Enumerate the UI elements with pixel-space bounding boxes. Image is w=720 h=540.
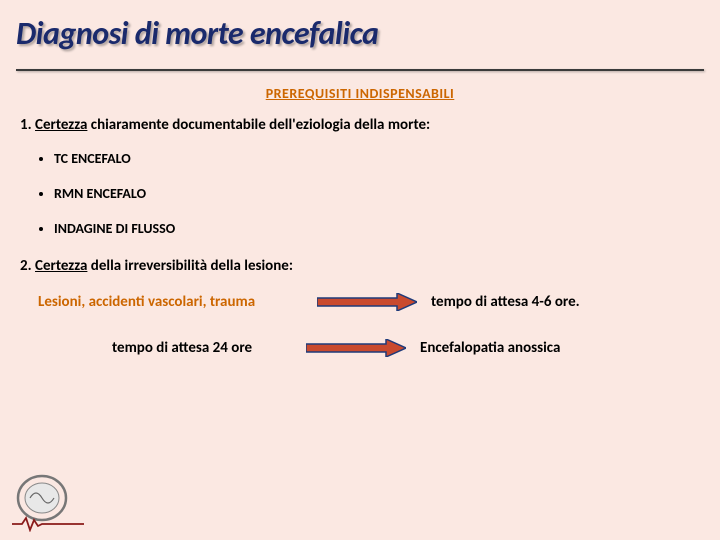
- bullet-list: TC ENCEFALO RMN ENCEFALO INDAGINE DI FLU…: [54, 150, 700, 237]
- row1-right: tempo di attesa 4-6 ore.: [431, 293, 580, 311]
- subtitle: PREREQUISITI INDISPENSABILI: [0, 85, 720, 102]
- bullet-item: INDAGINE DI FLUSSO: [54, 220, 700, 237]
- arrow-right-icon: [306, 339, 406, 357]
- row1-left: Lesioni, accidenti vascolari, trauma: [38, 293, 303, 311]
- row2-right: Encefalopatia anossica: [420, 339, 560, 357]
- page-title: Diagnosi di morte encefalica: [16, 14, 720, 53]
- relation-row-2: tempo di attesa 24 ore Encefalopatia ano…: [112, 339, 700, 357]
- title-bar: Diagnosi di morte encefalica: [0, 0, 720, 67]
- section-2-underlined: Certezza: [35, 257, 87, 275]
- section-1-heading: 1. Certezza chiaramente documentabile de…: [20, 116, 700, 134]
- relation-row-1: Lesioni, accidenti vascolari, trauma tem…: [38, 293, 700, 311]
- section-2-heading: 2. Certezza della irreversibilità della …: [20, 257, 700, 275]
- section-2-rest: della irreversibilità della lesione:: [87, 257, 293, 275]
- row2-left: tempo di attesa 24 ore: [112, 339, 292, 357]
- section-1-rest: chiaramente documentabile dell'eziologia…: [87, 116, 430, 134]
- title-underline: [16, 69, 704, 71]
- organization-logo: [8, 470, 88, 532]
- section-1-number: 1.: [20, 116, 32, 134]
- bullet-item: TC ENCEFALO: [54, 150, 700, 167]
- section-2-number: 2.: [20, 257, 32, 275]
- section-1-underlined: Certezza: [35, 116, 87, 134]
- arrow-right-icon: [317, 293, 417, 311]
- content-area: 1. Certezza chiaramente documentabile de…: [0, 102, 720, 357]
- bullet-item: RMN ENCEFALO: [54, 185, 700, 202]
